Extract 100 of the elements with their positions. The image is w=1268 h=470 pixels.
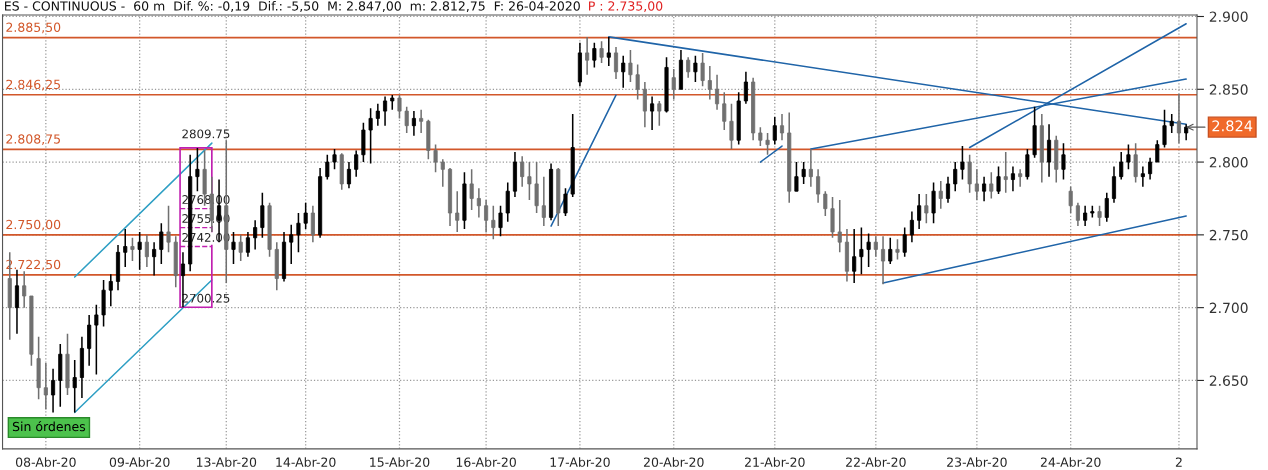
candlestick [1083, 204, 1088, 227]
candlestick [794, 161, 799, 192]
candlestick [974, 168, 979, 201]
candlestick [310, 204, 315, 243]
candlestick [231, 231, 236, 265]
candlestick [801, 161, 806, 185]
candlestick [1025, 148, 1030, 181]
candlestick [700, 52, 705, 88]
candlestick [967, 154, 972, 194]
chart-title: ES - CONTINUOUS - 60 m Dif. %: -0,19 Dif.: -5,50 M: 2.847,00 m: 2.812,75 F: 26-04-2020 [5, 1, 580, 12]
candlestick [852, 228, 857, 284]
candlestick [902, 226, 907, 258]
ref-line-label: 2.808,75 [6, 134, 60, 145]
candlestick [1155, 139, 1160, 163]
candlestick [693, 55, 698, 83]
candlestick [657, 100, 662, 127]
x-tick-label: 17-Abr-20 [550, 457, 610, 467]
candlestick [1169, 113, 1174, 134]
candlestick [87, 314, 92, 367]
y-tick-label: 2.650 [1209, 375, 1248, 386]
y-tick-label: 2.850 [1209, 84, 1248, 95]
candlestick [982, 175, 987, 203]
candlestick [520, 155, 525, 188]
candlestick [498, 204, 503, 238]
y-tick-label: 2.800 [1209, 157, 1248, 168]
candlestick [296, 212, 301, 254]
candlestick [43, 362, 48, 411]
candlestick [137, 231, 142, 271]
ref-line-label: 2.885,50 [6, 22, 61, 34]
candlestick [404, 105, 409, 134]
candlestick [830, 196, 835, 239]
x-tick-label: 15-Abr-20 [370, 457, 430, 467]
annotation: 2809.75 [182, 129, 230, 139]
candlestick [469, 168, 474, 211]
annotation: 2.824 [1212, 120, 1253, 132]
candlestick [671, 68, 676, 101]
candlestick [606, 36, 611, 67]
candlestick [1119, 151, 1124, 181]
candlestick [534, 161, 539, 214]
candlestick [772, 116, 777, 146]
candlestick [621, 55, 626, 89]
candlestick [94, 303, 99, 376]
candlestick [527, 161, 532, 201]
candlestick [837, 199, 842, 254]
candlestick [332, 148, 337, 171]
candlestick [123, 228, 128, 268]
candlestick [346, 161, 352, 190]
candlestick [455, 190, 460, 233]
candlestick [411, 110, 416, 137]
candlestick [1140, 165, 1145, 188]
candlestick [1061, 142, 1066, 181]
candlestick [909, 210, 914, 243]
candlestick [541, 175, 546, 227]
candlestick [51, 368, 56, 414]
candlestick [628, 49, 633, 83]
candlestick [195, 147, 200, 192]
candlestick [1046, 123, 1052, 178]
candlestick [1104, 191, 1109, 223]
candlestick [650, 95, 655, 131]
candlestick [938, 180, 943, 210]
x-tick-label: 16-Abr-20 [456, 457, 516, 467]
candlestick [779, 113, 785, 141]
x-tick-label: 21-Abr-20 [745, 457, 805, 467]
candlestick [888, 237, 893, 265]
candlestick [917, 193, 922, 230]
x-tick-label: 2 [1175, 457, 1182, 467]
candlestick [1068, 186, 1073, 214]
candlestick [953, 161, 958, 192]
candlestick [823, 190, 828, 217]
candlestick [722, 91, 727, 131]
candlestick [14, 269, 20, 335]
candlestick [245, 231, 250, 258]
candlestick [505, 181, 510, 223]
candlestick [960, 145, 965, 181]
candlestick [859, 226, 864, 275]
x-tick-label: 23-Abr-20 [947, 457, 1007, 467]
candlestick [491, 204, 496, 240]
candlestick [715, 73, 720, 111]
candlestick [22, 270, 27, 309]
candlestick [260, 191, 265, 239]
ref-line-label: 2.846,25 [6, 79, 60, 91]
candlestick [152, 241, 157, 277]
candlestick [599, 40, 604, 64]
candlestick [924, 193, 929, 224]
candlestick [289, 223, 294, 265]
candlestick [592, 41, 597, 69]
candlestick [440, 158, 445, 188]
y-tick-label: 2.700 [1209, 302, 1248, 314]
x-tick-label: 22-Abr-20 [846, 457, 906, 467]
candlestick [758, 126, 763, 147]
x-tick-label: 14-Abr-20 [276, 457, 336, 467]
candlestick [476, 187, 481, 219]
candlestick [707, 65, 712, 101]
candlestick [1018, 168, 1023, 188]
candlestick [130, 237, 135, 262]
candlestick [873, 235, 878, 258]
candlestick [635, 63, 640, 101]
ref-line-label: 2.750,00 [6, 219, 61, 231]
candlestick [1148, 156, 1153, 181]
x-tick-label: 13-Abr-20 [196, 457, 257, 467]
